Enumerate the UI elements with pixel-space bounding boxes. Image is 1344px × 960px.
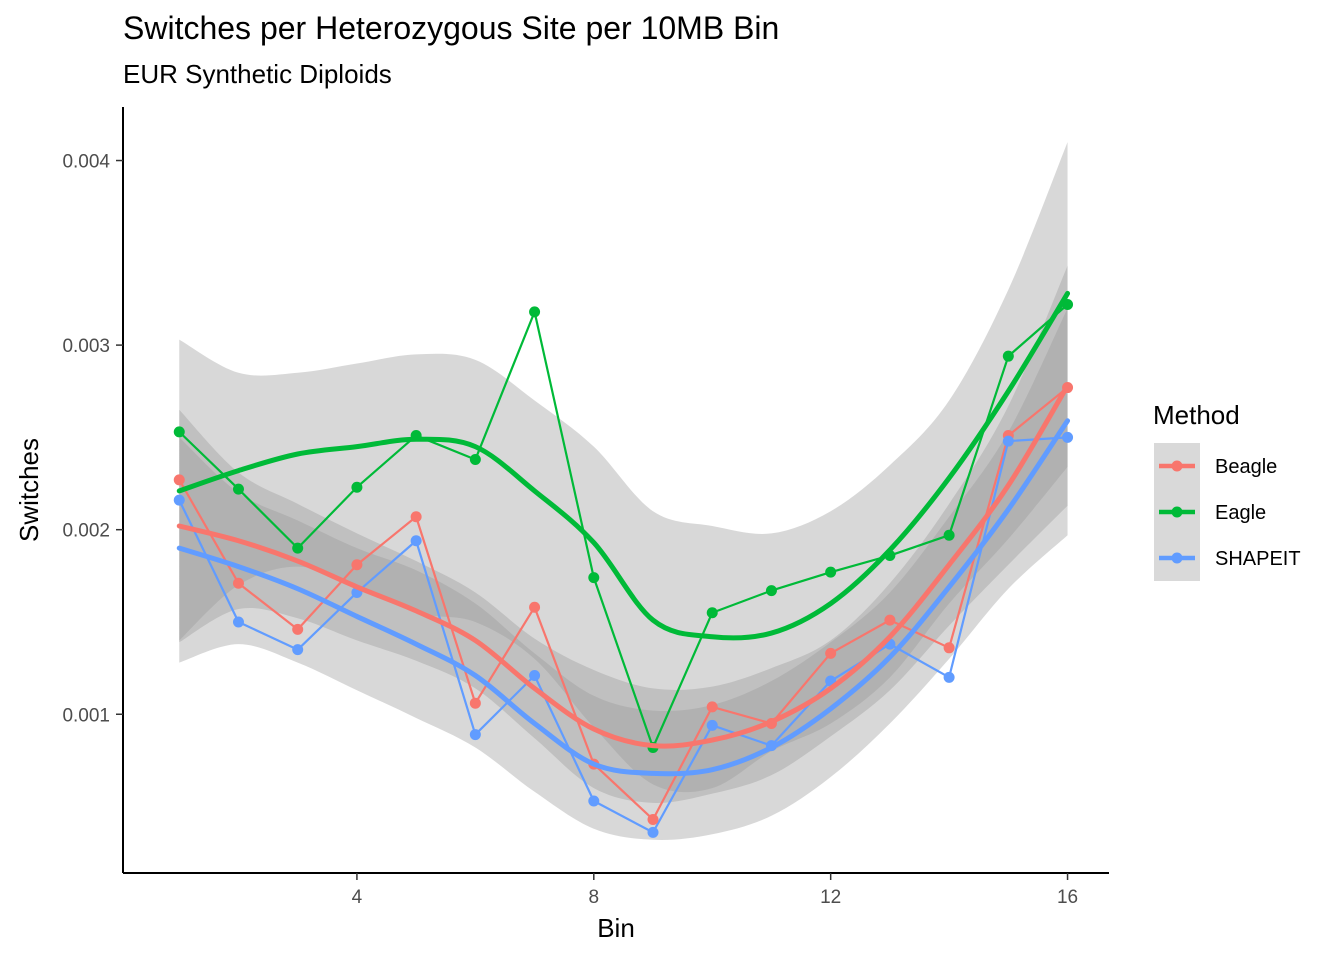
x-tick-label: 8	[589, 887, 600, 908]
legend-key-point-beagle	[1171, 460, 1183, 472]
chart-subtitle: EUR Synthetic Diploids	[123, 59, 392, 89]
data-point-shapeit-bin-7	[529, 670, 541, 681]
data-point-eagle-bin-8	[588, 572, 600, 584]
smooth-line-eagle	[176, 290, 1071, 641]
data-point-eagle-bin-2	[232, 483, 244, 495]
data-point-eagle-bin-10	[706, 607, 718, 619]
data-point-eagle-bin-14	[943, 529, 955, 541]
data-point-beagle-bin-14	[943, 642, 955, 654]
data-point-shapeit-bin-2	[232, 616, 244, 628]
data-point-shapeit-bin-14	[943, 671, 955, 683]
data-point-beagle-bin-13	[884, 614, 896, 626]
smooth-trend-lines	[176, 290, 1071, 777]
legend-title: Method	[1153, 400, 1240, 430]
data-point-eagle-bin-12	[825, 566, 837, 578]
series-line-eagle	[178, 303, 1069, 749]
legend: Method Beagle Eagle SHAPEIT	[1153, 400, 1301, 581]
data-point-beagle-bin-10	[706, 701, 718, 713]
series-line-shapeit	[178, 436, 1068, 834]
x-tick-label: 16	[1057, 887, 1078, 908]
y-axis-title: Switches	[14, 438, 44, 542]
data-points	[173, 299, 1074, 838]
y-tick-label: 0.002	[62, 521, 110, 542]
confidence-band-beagle	[179, 265, 1068, 803]
data-point-beagle-bin-4	[351, 559, 363, 571]
data-point-shapeit-bin-16	[1062, 431, 1074, 443]
data-point-beagle-bin-9	[647, 813, 659, 825]
data-point-shapeit-bin-8	[588, 795, 600, 807]
legend-key-point-shapeit	[1171, 552, 1183, 564]
data-point-eagle-bin-15	[1002, 350, 1014, 362]
y-axis-ticks: 0.001 0.002 0.003 0.004	[62, 152, 123, 726]
data-point-beagle-bin-3	[292, 623, 304, 635]
data-point-eagle-bin-11	[765, 585, 777, 597]
data-point-eagle-bin-3	[292, 542, 304, 554]
x-tick-label: 12	[820, 887, 841, 908]
data-point-beagle-bin-2	[232, 577, 244, 589]
data-point-eagle-bin-6	[469, 454, 481, 466]
y-tick-label: 0.003	[62, 336, 110, 357]
y-tick-label: 0.004	[62, 152, 110, 173]
x-tick-label: 4	[352, 887, 363, 908]
chart-title: Switches per Heterozygous Site per 10MB …	[123, 10, 780, 46]
legend-label-eagle: Eagle	[1215, 502, 1266, 524]
data-point-beagle-bin-5	[410, 511, 422, 523]
legend-key-point-eagle	[1171, 506, 1183, 518]
data-point-shapeit-bin-5	[410, 535, 422, 547]
data-point-eagle-bin-7	[529, 306, 541, 318]
smooth-line-beagle	[176, 383, 1071, 749]
legend-label-beagle: Beagle	[1215, 456, 1277, 478]
confidence-band-shapeit	[179, 308, 1068, 840]
data-point-shapeit-bin-10	[706, 719, 718, 731]
x-axis-ticks: 4 8 12 16	[352, 873, 1078, 908]
data-point-shapeit-bin-6	[469, 729, 481, 741]
x-axis-title: Bin	[597, 913, 635, 943]
data-point-eagle-bin-4	[351, 481, 363, 493]
confidence-bands	[179, 142, 1068, 840]
legend-label-shapeit: SHAPEIT	[1215, 548, 1301, 570]
series-line-beagle	[178, 386, 1069, 821]
y-tick-label: 0.001	[62, 705, 110, 726]
data-point-beagle-bin-12	[825, 647, 837, 659]
data-point-shapeit-bin-3	[292, 644, 304, 656]
data-point-shapeit-bin-1	[173, 494, 185, 506]
data-point-eagle-bin-1	[173, 426, 185, 438]
raw-series-lines	[178, 303, 1069, 834]
confidence-band-eagle	[179, 142, 1068, 793]
data-point-beagle-bin-6	[469, 697, 481, 709]
smooth-line-shapeit	[176, 418, 1071, 777]
data-point-beagle-bin-1	[173, 474, 185, 486]
data-point-beagle-bin-7	[529, 601, 541, 613]
data-point-shapeit-bin-15	[1002, 435, 1014, 447]
data-point-shapeit-bin-9	[647, 826, 659, 838]
